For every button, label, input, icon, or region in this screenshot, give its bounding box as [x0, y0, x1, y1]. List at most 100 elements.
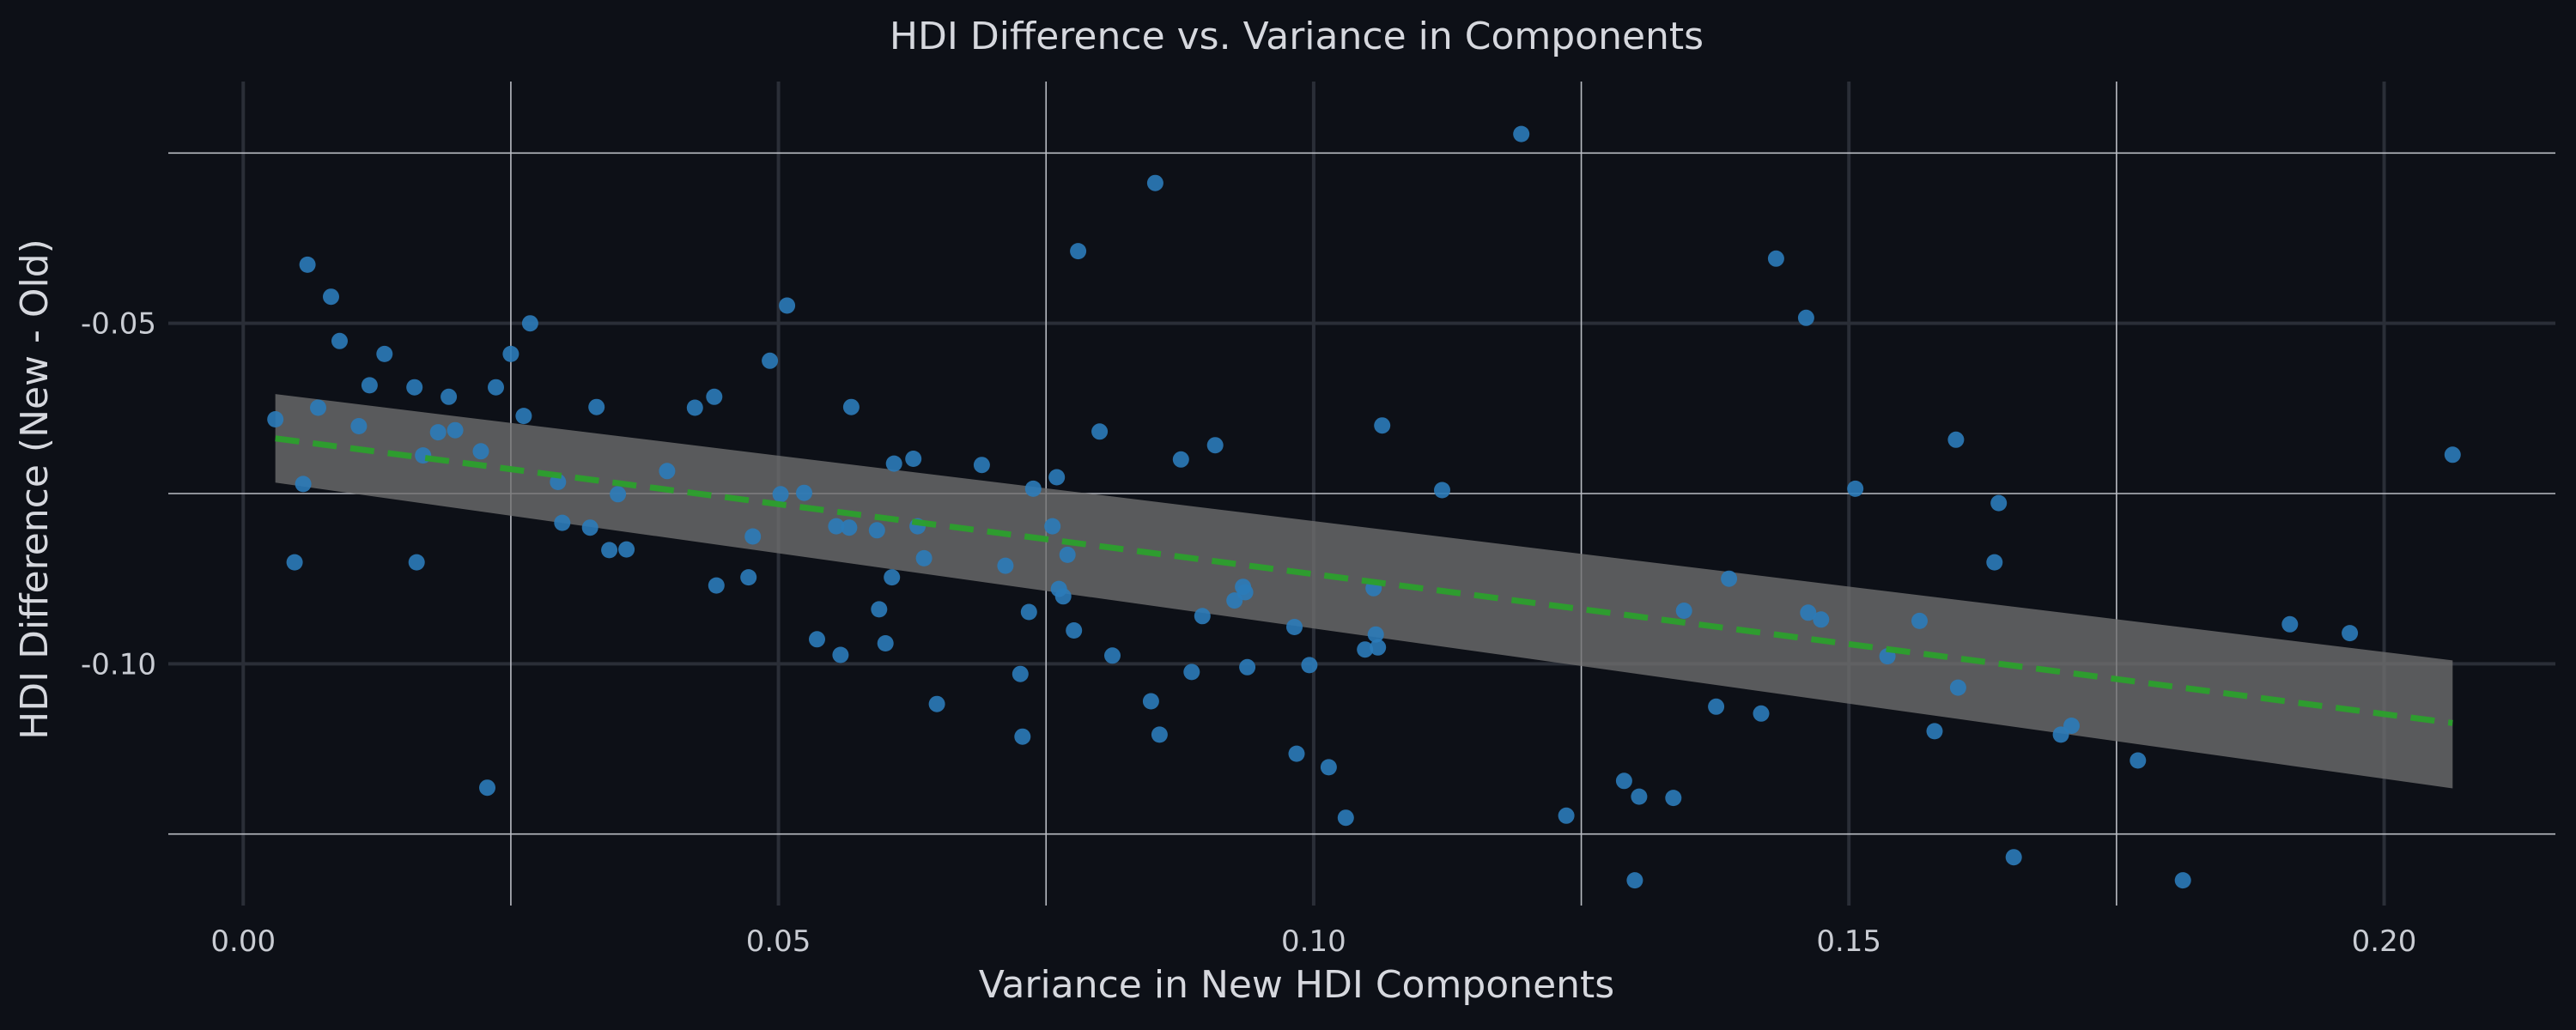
data-point: [502, 345, 519, 362]
data-point: [2342, 625, 2359, 642]
data-point: [1753, 705, 1770, 722]
data-point: [1675, 603, 1692, 619]
data-point: [1236, 584, 1254, 601]
data-point: [350, 418, 368, 434]
data-point: [408, 554, 425, 571]
data-point: [1194, 608, 1211, 625]
data-point: [928, 695, 945, 712]
data-point: [479, 779, 495, 797]
data-point: [1288, 745, 1305, 762]
data-point: [828, 518, 845, 535]
data-point: [1206, 437, 1224, 454]
data-point: [841, 519, 858, 536]
data-point: [310, 399, 326, 416]
y-tick-label: -0.05: [81, 307, 156, 342]
data-point: [440, 388, 458, 405]
data-point: [868, 522, 885, 539]
data-point: [1708, 698, 1725, 715]
data-point: [1066, 622, 1083, 639]
data-point: [1434, 482, 1450, 499]
data-point: [885, 455, 902, 472]
data-point: [1142, 693, 1159, 710]
data-point: [1059, 546, 1076, 563]
data-point: [2444, 446, 2461, 464]
data-point: [772, 486, 789, 503]
data-point: [1070, 243, 1087, 260]
data-point: [1151, 726, 1168, 743]
data-point: [472, 443, 489, 460]
data-point: [1631, 788, 1648, 805]
data-point: [554, 514, 571, 531]
data-point: [973, 457, 990, 474]
data-point: [581, 519, 598, 536]
trend-line-group: [275, 435, 2453, 726]
data-point: [1320, 759, 1337, 776]
data-point: [2052, 726, 2069, 743]
x-tick-label: 0.20: [2352, 924, 2417, 959]
data-point: [1286, 619, 1303, 635]
data-point: [1104, 647, 1121, 664]
data-point: [1949, 679, 1966, 696]
data-point: [1146, 174, 1163, 191]
data-point: [1012, 665, 1029, 682]
confidence-band-group: [275, 394, 2453, 789]
data-point: [905, 451, 922, 467]
trend-line: [275, 435, 2453, 726]
data-point: [331, 332, 348, 349]
data-point: [1054, 588, 1072, 605]
data-point: [515, 408, 532, 425]
data-point: [832, 646, 849, 663]
data-point: [1183, 663, 1200, 681]
data-point: [2281, 615, 2299, 633]
data-point: [1926, 723, 1943, 740]
data-point: [1044, 518, 1061, 535]
x-tick-label: 0.05: [746, 924, 811, 959]
grid: [168, 82, 2555, 906]
data-point: [877, 635, 894, 651]
data-point: [406, 379, 423, 396]
data-point: [447, 421, 464, 439]
data-point: [323, 288, 339, 306]
x-axis-label: Variance in New HDI Components: [979, 963, 1614, 1007]
data-point: [1615, 772, 1632, 790]
data-point: [1990, 494, 2008, 512]
data-point: [361, 377, 378, 394]
data-point: [286, 554, 303, 571]
data-point: [1911, 612, 1928, 629]
y-axis-label: HDI Difference (New - Old): [13, 239, 57, 740]
data-point: [762, 352, 779, 369]
data-point: [842, 398, 860, 415]
data-point: [1558, 807, 1575, 824]
data-point: [1626, 872, 1643, 889]
tick-labels: 0.00 0.05 0.10 0.15 0.20 -0.05 -0.10: [81, 307, 2416, 959]
data-point: [1797, 309, 1814, 326]
data-point: [299, 256, 316, 273]
data-point: [740, 569, 757, 586]
data-point: [659, 463, 676, 480]
data-point: [1172, 451, 1189, 468]
data-point: [610, 486, 627, 503]
x-tick-label: 0.15: [1816, 924, 1881, 959]
data-point: [871, 601, 888, 618]
data-point: [706, 388, 723, 405]
data-point: [1024, 480, 1042, 497]
data-point: [618, 541, 635, 558]
data-point: [267, 411, 284, 427]
data-point: [376, 345, 393, 362]
data-point: [1367, 626, 1384, 643]
data-point: [588, 398, 605, 415]
data-point: [1986, 554, 2003, 571]
confidence-band: [275, 394, 2453, 789]
data-point: [1947, 431, 1965, 448]
data-point: [488, 379, 504, 396]
data-point: [550, 474, 567, 490]
data-point: [1239, 658, 1256, 676]
data-point: [1665, 790, 1682, 807]
data-point: [2063, 718, 2080, 734]
x-tick-label: 0.00: [210, 924, 276, 959]
data-point: [779, 297, 796, 314]
data-point: [1337, 809, 1354, 827]
data-point: [915, 549, 933, 566]
